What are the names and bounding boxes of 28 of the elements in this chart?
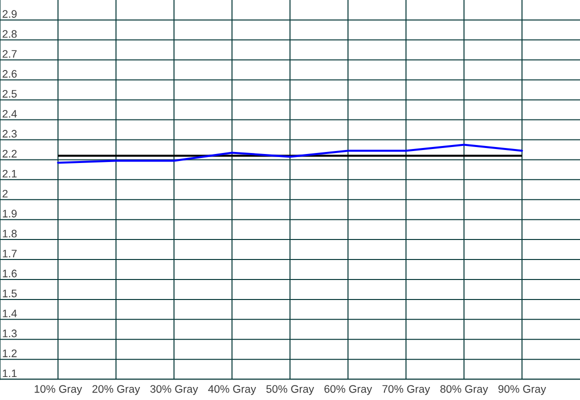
y-tick-label: 2.4 (2, 110, 17, 118)
y-tick-label: 1.6 (2, 270, 17, 278)
x-tick-label: 70% Gray (382, 385, 430, 395)
x-tick-label: 90% Gray (498, 385, 546, 395)
x-tick-label: 10% Gray (34, 385, 82, 395)
y-tick-label: 1.8 (2, 230, 17, 238)
y-tick-label: 1.9 (2, 210, 17, 218)
x-tick-label: 20% Gray (92, 385, 140, 395)
x-tick-label: 60% Gray (324, 385, 372, 395)
y-tick-label: 1.5 (2, 290, 17, 298)
x-tick-label: 80% Gray (440, 385, 488, 395)
y-tick-label: 2.7 (2, 50, 17, 58)
x-tick-label: 30% Gray (150, 385, 198, 395)
y-tick-label: 2.2 (2, 150, 17, 158)
y-tick-label: 1.3 (2, 330, 17, 338)
y-tick-label: 1.4 (2, 310, 17, 318)
x-tick-label: 40% Gray (208, 385, 256, 395)
y-tick-label: 2 (2, 190, 8, 198)
y-tick-label: 2.9 (2, 10, 17, 18)
y-tick-label: 1.7 (2, 250, 17, 258)
y-tick-label: 1.1 (2, 370, 17, 378)
y-tick-label: 2.3 (2, 130, 17, 138)
y-tick-label: 2.5 (2, 90, 17, 98)
y-tick-label: 1.2 (2, 350, 17, 358)
y-tick-label: 2.1 (2, 170, 17, 178)
x-tick-label: 50% Gray (266, 385, 314, 395)
y-tick-label: 2.6 (2, 70, 17, 78)
y-tick-label: 2.8 (2, 30, 17, 38)
